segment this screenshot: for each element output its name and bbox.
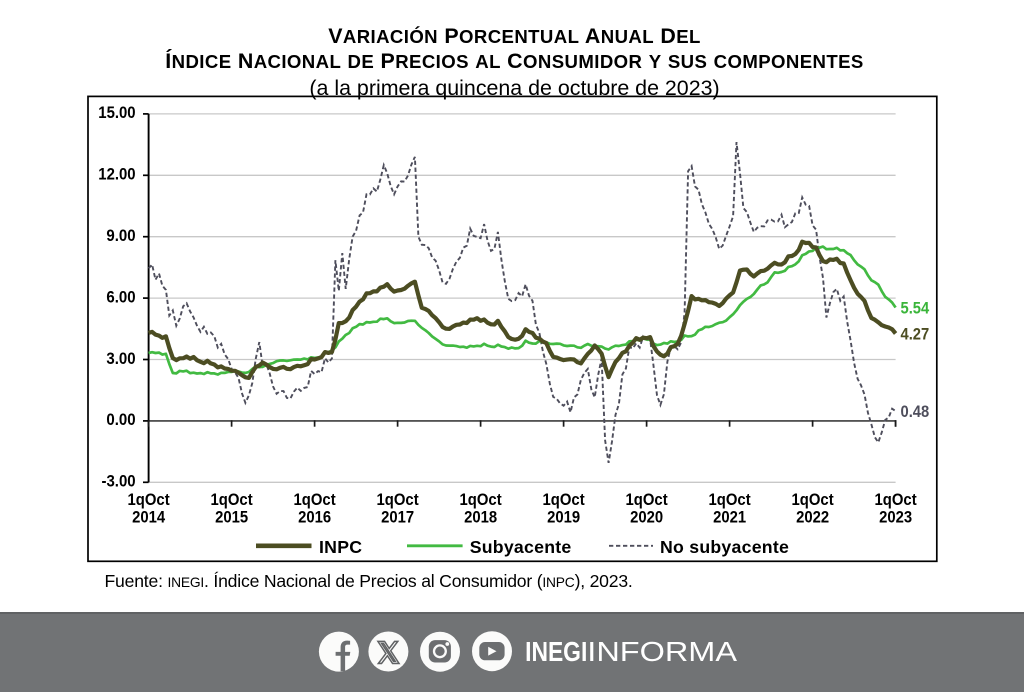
svg-text:INPC: INPC <box>319 537 362 557</box>
svg-text:2023: 2023 <box>879 509 912 527</box>
svg-text:Subyacente: Subyacente <box>470 537 572 557</box>
svg-text:3.00: 3.00 <box>106 350 135 368</box>
svg-text:6.00: 6.00 <box>106 288 135 306</box>
svg-text:2021: 2021 <box>713 509 746 527</box>
svg-text:2017: 2017 <box>381 509 414 527</box>
svg-text:15.00: 15.00 <box>98 104 135 122</box>
svg-text:9.00: 9.00 <box>106 227 135 245</box>
svg-text:No subyacente: No subyacente <box>660 537 789 557</box>
svg-text:1qOct: 1qOct <box>377 491 420 509</box>
svg-text:1qOct: 1qOct <box>709 491 752 509</box>
svg-text:0.00: 0.00 <box>106 411 135 429</box>
svg-text:2022: 2022 <box>796 509 829 527</box>
svg-text:5.54: 5.54 <box>901 300 930 318</box>
svg-text:1qOct: 1qOct <box>211 491 254 509</box>
svg-text:12.00: 12.00 <box>98 166 135 184</box>
svg-text:1qOct: 1qOct <box>626 491 669 509</box>
svg-text:2014: 2014 <box>132 509 166 527</box>
svg-text:1qOct: 1qOct <box>294 491 337 509</box>
svg-text:2015: 2015 <box>215 509 248 527</box>
svg-text:1qOct: 1qOct <box>792 491 835 509</box>
svg-text:1qOct: 1qOct <box>875 491 918 509</box>
svg-text:1qOct: 1qOct <box>128 491 171 509</box>
svg-text:2019: 2019 <box>547 509 580 527</box>
svg-text:INEGI: INEGI <box>525 636 587 667</box>
svg-text:2020: 2020 <box>630 509 663 527</box>
svg-text:0.48: 0.48 <box>901 403 930 421</box>
svg-text:-3.00: -3.00 <box>102 473 136 491</box>
svg-text:INFORMA: INFORMA <box>587 636 737 667</box>
svg-text:2018: 2018 <box>464 509 497 527</box>
svg-text:1qOct: 1qOct <box>543 491 586 509</box>
svg-text:1qOct: 1qOct <box>460 491 503 509</box>
svg-text:4.27: 4.27 <box>901 326 930 344</box>
svg-text:2016: 2016 <box>298 509 331 527</box>
